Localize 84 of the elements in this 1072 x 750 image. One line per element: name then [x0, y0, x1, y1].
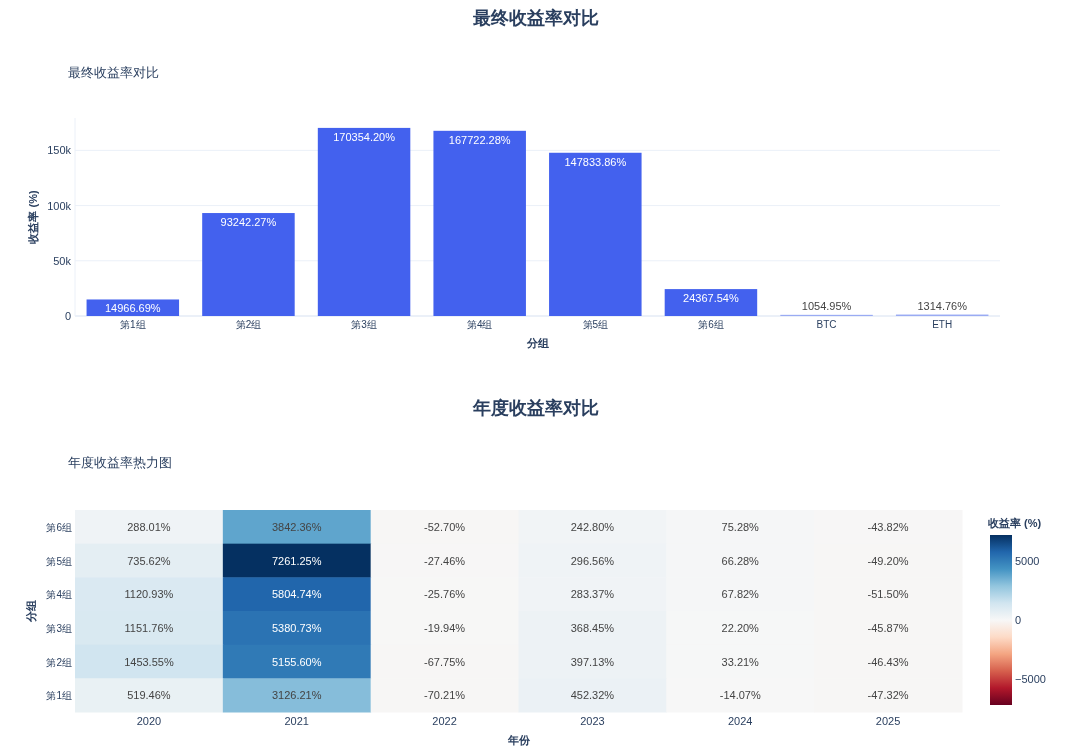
y-tick-label: 50k: [53, 254, 72, 267]
data-label: 3842.36%: [271, 520, 322, 533]
x-tick-label: BTC: [816, 319, 837, 330]
x-tick-label: ETH: [932, 319, 953, 330]
x-tick-label: 2023: [580, 715, 605, 727]
data-label: -27.46%: [424, 554, 466, 567]
data-label: -46.43%: [867, 655, 909, 668]
x-tick-label: 第2组: [235, 319, 262, 330]
color-bar-title: 收益率 (%): [988, 517, 1042, 529]
y-axis-title: 收益率 (%): [27, 190, 39, 244]
data-label: 296.56%: [570, 554, 615, 567]
data-label: 1314.76%: [917, 299, 968, 312]
data-label: 3126.21%: [271, 689, 322, 702]
bar: [549, 152, 642, 316]
data-label: 7261.25%: [271, 554, 322, 567]
y-tick-label: 0: [64, 310, 71, 322]
chart-title: 最终收益率对比: [472, 8, 599, 28]
data-label: 735.62%: [127, 554, 171, 567]
data-label: 1054.95%: [801, 299, 852, 312]
y-axis-title: 分组: [25, 600, 37, 623]
color-bar-label: 0: [1015, 614, 1022, 626]
data-label: 66.28%: [721, 554, 760, 567]
x-tick-label: 2020: [136, 715, 162, 727]
x-tick-label: 第1组: [120, 319, 146, 330]
x-tick-label: 2025: [875, 715, 901, 727]
y-tick-label: 150k: [47, 144, 72, 157]
data-label: 1453.55%: [124, 655, 174, 668]
y-tick-label: 第2组: [46, 656, 72, 668]
data-label: -51.50%: [867, 588, 909, 601]
data-label: 5155.60%: [271, 655, 322, 668]
y-tick-label: 第3组: [46, 622, 72, 634]
data-label: 24367.54%: [683, 292, 739, 305]
data-label: -47.32%: [867, 689, 909, 702]
data-label: 242.80%: [570, 520, 615, 533]
x-axis-title: 分组: [525, 337, 549, 349]
data-label: -43.82%: [867, 520, 909, 533]
chart-subtitle: 年度收益率热力图: [68, 455, 172, 470]
data-label: -49.20%: [867, 554, 909, 567]
data-label: 22.20%: [721, 621, 760, 634]
data-label: 397.13%: [570, 655, 615, 668]
data-label: 33.21%: [721, 655, 760, 668]
x-tick-label: 第4组: [466, 319, 493, 330]
data-label: 14966.69%: [104, 302, 161, 315]
x-tick-label: 第6组: [698, 319, 724, 330]
data-label: -45.87%: [867, 621, 909, 634]
data-label: -70.21%: [424, 689, 466, 702]
data-label: 1151.76%: [124, 621, 174, 634]
data-label: -67.75%: [424, 655, 466, 668]
data-label: 368.45%: [570, 621, 615, 634]
bar: [202, 213, 295, 316]
data-label: -52.70%: [424, 520, 466, 533]
data-label: 283.37%: [570, 588, 615, 601]
y-tick-label: 第5组: [46, 555, 72, 567]
data-label: 519.46%: [127, 689, 171, 702]
x-tick-label: 第5组: [582, 319, 609, 330]
data-label: 5804.74%: [271, 588, 322, 601]
bar: [317, 127, 411, 316]
data-label: -14.07%: [719, 689, 761, 702]
data-label: 170354.20%: [333, 130, 396, 143]
chart-subtitle: 最终收益率对比: [68, 65, 159, 80]
data-label: 75.28%: [721, 520, 760, 533]
color-bar-label: 5000: [1015, 555, 1040, 568]
color-bar-label: −5000: [1015, 672, 1046, 685]
data-label: 5380.73%: [271, 621, 322, 634]
x-tick-label: 2021: [284, 715, 309, 727]
y-tick-label: 100k: [47, 199, 72, 212]
data-label: -19.94%: [424, 621, 466, 634]
bar: [433, 130, 526, 316]
data-label: -25.76%: [424, 588, 466, 601]
x-tick-label: 2022: [432, 715, 457, 727]
y-tick-label: 第6组: [46, 521, 72, 533]
x-axis-title: 年份: [506, 734, 531, 746]
y-tick-label: 第4组: [46, 589, 72, 601]
data-label: 67.82%: [721, 588, 760, 601]
data-label: 147833.86%: [564, 155, 627, 168]
y-tick-label: 第1组: [46, 690, 72, 702]
data-label: 93242.27%: [220, 216, 277, 229]
x-tick-label: 2024: [728, 715, 753, 727]
x-tick-label: 第3组: [351, 319, 377, 330]
data-label: 452.32%: [570, 689, 615, 702]
data-label: 1120.93%: [124, 588, 174, 601]
data-label: 288.01%: [127, 520, 171, 533]
data-label: 167722.28%: [448, 133, 511, 146]
chart-title: 年度收益率对比: [472, 398, 599, 418]
